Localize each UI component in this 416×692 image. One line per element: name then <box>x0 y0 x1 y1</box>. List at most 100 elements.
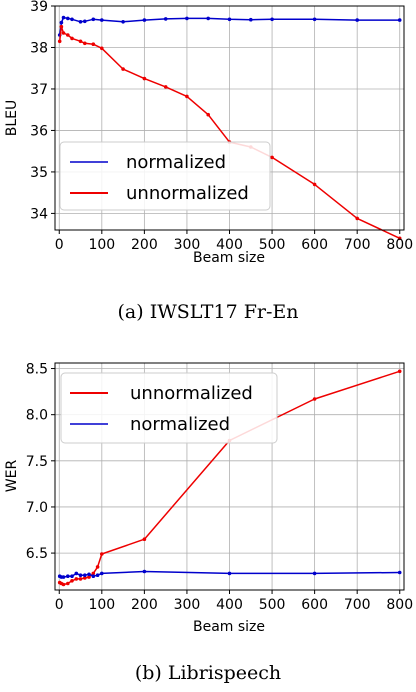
data-point-unnormalized <box>66 581 70 586</box>
data-point-unnormalized <box>70 36 74 41</box>
data-point-unnormalized <box>100 552 104 556</box>
x-tick-label: 400 <box>216 237 243 253</box>
data-point-unnormalized <box>83 576 87 580</box>
data-point-normalized <box>70 17 74 22</box>
x-tick-label: 100 <box>88 237 115 253</box>
data-point-normalized <box>87 572 91 577</box>
data-point-normalized <box>312 17 317 22</box>
data-point-normalized <box>249 17 253 22</box>
data-point-unnormalized <box>66 33 70 37</box>
x-tick-label: 0 <box>55 237 64 253</box>
y-tick-label: 6.5 <box>26 546 48 562</box>
data-point-unnormalized <box>270 155 274 160</box>
chart-wer: 0 100 200 300 400 500 600 700 800 6.5 7.0 7.5 8.0 8.5… <box>4 362 413 684</box>
x-tick-label: 0 <box>55 597 64 613</box>
legend-label-unnormalized-a: unnormalized <box>126 183 249 204</box>
data-point-unnormalized <box>100 46 104 51</box>
data-point-normalized <box>91 17 96 22</box>
data-point-unnormalized <box>78 39 83 44</box>
x-tick-label: 300 <box>174 597 201 613</box>
y-tick-label: 8.5 <box>26 362 48 378</box>
legend-label-normalized-b: normalized <box>130 414 230 435</box>
x-axis-label-b: Beam size <box>193 619 265 635</box>
data-point-normalized <box>83 573 87 577</box>
data-point-normalized <box>95 573 100 577</box>
data-point-normalized <box>59 20 64 25</box>
data-point-unnormalized <box>397 369 402 374</box>
data-point-unnormalized <box>355 216 360 221</box>
data-point-normalized <box>70 574 74 578</box>
x-tick-label: 200 <box>131 237 158 253</box>
data-point-normalized <box>78 573 83 577</box>
x-tick-label: 800 <box>386 237 413 253</box>
data-point-unnormalized <box>61 31 66 35</box>
data-point-unnormalized <box>185 94 189 99</box>
data-point-normalized <box>142 18 147 22</box>
legend-box-a <box>59 141 271 211</box>
x-tick-label: 500 <box>259 237 286 253</box>
y-tick-label: 34 <box>30 206 48 222</box>
data-point-unnormalized <box>121 67 125 71</box>
ticks-a: 0 100 200 300 400 500 600 700 800 34 35 36 37 38 39 <box>30 0 413 253</box>
y-tick-label: 7.5 <box>26 454 48 470</box>
x-tick-label: 600 <box>301 597 328 613</box>
chart-bleu: 0 100 200 300 400 500 600 700 800 34 35 36 37 38 39 Be… <box>4 0 413 323</box>
legend-a: normalized unnormalized <box>59 141 271 211</box>
legend-b: unnormalized normalized <box>60 372 278 444</box>
data-point-unnormalized <box>312 397 317 401</box>
data-point-normalized <box>78 20 83 24</box>
data-point-normalized <box>121 20 125 24</box>
y-tick-label: 7.0 <box>26 500 48 516</box>
y-tick-label: 37 <box>30 82 48 98</box>
y-tick-label: 38 <box>30 40 48 56</box>
legend-label-normalized-a: normalized <box>126 152 226 173</box>
data-point-unnormalized <box>163 85 168 89</box>
data-point-normalized <box>163 17 168 21</box>
data-point-unnormalized <box>142 537 147 541</box>
x-axis-label-a: Beam size <box>193 250 265 266</box>
data-point-unnormalized <box>397 236 402 241</box>
data-point-normalized <box>61 15 66 20</box>
data-point-unnormalized <box>87 575 91 579</box>
x-tick-label: 600 <box>301 237 328 253</box>
y-tick-label: 8.0 <box>26 408 48 424</box>
data-point-unnormalized <box>57 39 62 44</box>
data-point-normalized <box>91 574 96 578</box>
data-point-unnormalized <box>59 24 64 29</box>
data-point-normalized <box>227 17 232 22</box>
data-point-normalized <box>312 571 317 576</box>
series-line-unnormalized <box>59 370 400 586</box>
data-point-normalized <box>66 16 70 21</box>
data-point-normalized <box>142 569 147 574</box>
x-tick-label: 100 <box>88 597 115 613</box>
data-point-normalized <box>185 16 189 21</box>
x-tick-label: 500 <box>259 597 286 613</box>
data-point-normalized <box>83 19 87 24</box>
data-point-unnormalized <box>78 577 83 581</box>
data-point-unnormalized <box>95 565 100 569</box>
data-point-unnormalized <box>91 42 96 46</box>
series-layer-b <box>57 369 402 587</box>
data-point-unnormalized <box>312 182 317 187</box>
data-point-unnormalized <box>206 112 210 117</box>
caption-a: (a) IWSLT17 Fr-En <box>118 301 299 323</box>
data-point-normalized <box>74 571 79 576</box>
data-point-unnormalized <box>61 582 66 587</box>
y-axis-label-b: WER <box>4 460 20 493</box>
x-tick-label: 700 <box>344 237 371 253</box>
x-tick-label: 300 <box>174 237 201 253</box>
data-point-unnormalized <box>142 76 147 81</box>
data-point-unnormalized <box>91 571 96 576</box>
y-tick-label: 36 <box>30 123 48 139</box>
y-tick-label: 39 <box>30 0 48 15</box>
data-point-normalized <box>100 571 104 576</box>
x-tick-label: 800 <box>386 597 413 613</box>
data-point-normalized <box>206 16 210 21</box>
data-point-normalized <box>397 570 402 575</box>
data-point-normalized <box>355 18 360 22</box>
caption-b: (b) Librispeech <box>135 662 281 684</box>
data-point-normalized <box>66 574 70 578</box>
series-line-normalized <box>59 570 400 578</box>
data-point-normalized <box>100 18 104 22</box>
